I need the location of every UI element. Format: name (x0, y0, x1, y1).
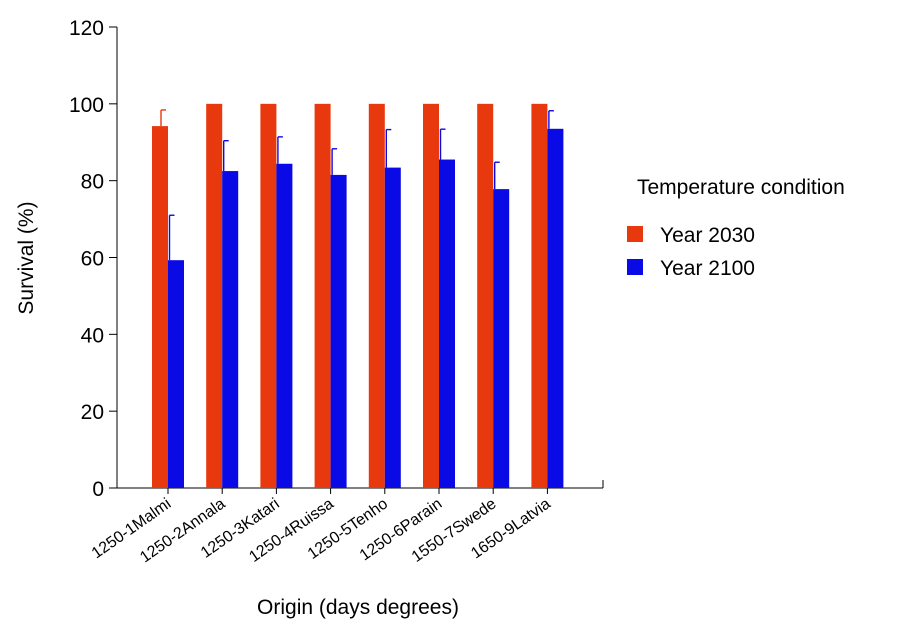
bar-year-2100-1250-2annala (222, 171, 239, 488)
axes (109, 26, 604, 494)
y-tick-label: 120 (69, 17, 104, 40)
y-axis-label: Survival (%) (15, 201, 38, 314)
legend-title: Temperature condition (637, 176, 845, 199)
bar-year-2100-1550-7swede (493, 189, 510, 488)
bar-year-2030-1550-7swede (477, 103, 494, 488)
bars (152, 103, 564, 489)
legend-label-year-2030: Year 2030 (660, 224, 755, 247)
legend-swatch-year-2100 (627, 259, 643, 275)
bar-year-2030-1250-1malmi (152, 126, 168, 489)
bar-year-2030-1250-2annala (206, 103, 223, 488)
bar-year-2100-1250-1malmi (168, 260, 184, 488)
bar-year-2100-1650-9latvia (547, 128, 564, 488)
y-tick-label: 20 (81, 401, 104, 424)
y-tick-labels: 0 20 40 60 80 100 120 (69, 17, 104, 501)
y-tick-label: 40 (81, 324, 104, 347)
bar-year-2030-1250-3katari (260, 103, 277, 488)
y-tick-label: 0 (92, 478, 104, 501)
legend: Temperature condition Year 2030 Year 210… (627, 176, 845, 280)
bar-year-2030-1250-4ruissa (314, 103, 331, 488)
bar-year-2100-1250-6parain (439, 159, 455, 488)
bar-year-2030-1250-5tenho (368, 103, 385, 488)
bar-year-2030-1250-6parain (423, 103, 439, 488)
y-tick-label: 60 (81, 248, 104, 271)
legend-swatch-year-2030 (627, 226, 643, 242)
x-tick-labels: 1250-1Malmi1250-2Annala1250-3Katari1250-… (89, 495, 554, 566)
bar-year-2030-1650-9latvia (531, 103, 548, 488)
bar-year-2100-1250-4ruissa (330, 174, 347, 488)
bar-year-2100-1250-5tenho (384, 167, 401, 489)
bar-year-2100-1250-3katari (276, 163, 293, 488)
y-tick-label: 100 (69, 94, 104, 117)
y-tick-label: 80 (81, 171, 104, 194)
legend-label-year-2100: Year 2100 (660, 257, 755, 280)
x-axis-label: Origin (days degrees) (257, 596, 459, 619)
